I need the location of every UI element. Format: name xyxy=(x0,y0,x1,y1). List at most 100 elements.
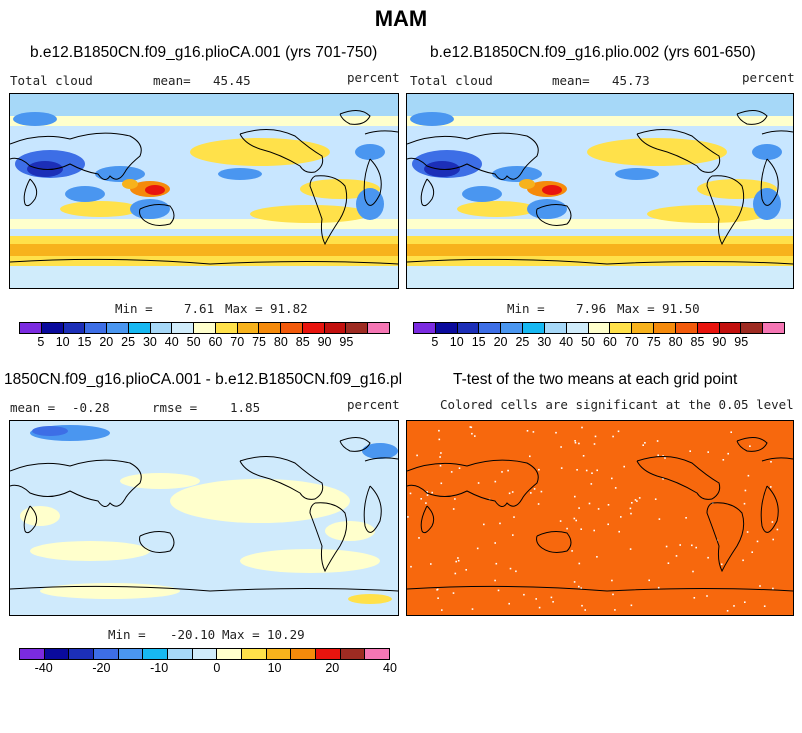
panel1-units: percent xyxy=(347,70,400,85)
ttest-nonsignificant-cell xyxy=(555,431,557,434)
ttest-nonsignificant-cell xyxy=(574,441,577,444)
panel2-title: b.e12.B1850CN.f09_g16.plio.002 (yrs 601-… xyxy=(430,44,756,61)
panel2-colorbar-box xyxy=(435,323,458,333)
panel4-title: T-test of the two means at each grid poi… xyxy=(453,371,738,388)
ttest-nonsignificant-cell xyxy=(578,507,580,509)
ttest-nonsignificant-cell xyxy=(634,499,637,501)
ttest-nonsignificant-cell xyxy=(578,562,581,565)
ttest-nonsignificant-cell xyxy=(507,469,509,472)
ttest-nonsignificant-cell xyxy=(585,469,588,472)
ttest-nonsignificant-cell xyxy=(593,443,596,445)
panel1-colorbar-tick: 15 xyxy=(77,335,92,349)
panel2-mean-value: 45.73 xyxy=(612,73,650,88)
ttest-nonsignificant-cell xyxy=(465,569,467,571)
ttest-nonsignificant-cell xyxy=(675,555,678,557)
panel1-colorbar-box xyxy=(194,323,216,333)
panel3-colorbar-box xyxy=(340,649,366,659)
panel2-colorbar-box xyxy=(414,323,436,333)
panel3-colorbar-box xyxy=(94,649,119,659)
ttest-nonsignificant-cell xyxy=(571,550,573,552)
ttest-nonsignificant-cell xyxy=(512,534,514,536)
panel1-colorbar-tick: 80 xyxy=(273,335,288,349)
panel3-colorbar-box xyxy=(168,649,193,659)
panel3-colorbar-box xyxy=(143,649,169,659)
ttest-nonsignificant-cell xyxy=(771,521,774,523)
ttest-nonsignificant-cell xyxy=(658,518,661,520)
panel2-colorbar-box xyxy=(675,323,698,333)
ttest-nonsignificant-cell xyxy=(695,546,697,549)
ttest-nonsignificant-cell xyxy=(770,486,772,488)
ttest-nonsignificant-cell xyxy=(438,438,441,441)
panel2-colorbar-tick: 15 xyxy=(471,335,486,349)
ttest-nonsignificant-cell xyxy=(513,516,515,518)
panel2-max-value: 91.50 xyxy=(662,301,700,316)
ttest-nonsignificant-cell xyxy=(730,431,732,433)
ttest-nonsignificant-cell xyxy=(530,492,532,494)
panel1-colorbar-tick: 70 xyxy=(230,335,245,349)
panel3-map-svg xyxy=(10,421,398,615)
panel1-colorbar-tick: 10 xyxy=(55,335,70,349)
ttest-nonsignificant-cell xyxy=(494,480,497,483)
panel2-min-label: Min = xyxy=(507,301,545,316)
panel3-colorbar-box xyxy=(242,649,267,659)
ttest-nonsignificant-cell xyxy=(526,430,529,432)
panel1-mean-value: 45.45 xyxy=(213,73,251,88)
ttest-nonsignificant-cell xyxy=(425,502,427,504)
ttest-nonsignificant-cell xyxy=(630,512,632,515)
panel3-rmse-label: rmse = xyxy=(152,400,198,415)
ttest-nonsignificant-cell xyxy=(733,605,735,607)
ttest-nonsignificant-cell xyxy=(420,498,422,500)
ttest-nonsignificant-cell xyxy=(693,597,696,599)
ttest-nonsignificant-cell xyxy=(744,489,747,492)
ttest-nonsignificant-cell xyxy=(499,522,501,525)
ttest-nonsignificant-cell xyxy=(538,606,541,609)
ttest-nonsignificant-cell xyxy=(550,596,553,599)
panel3-max-value: 10.29 xyxy=(267,627,305,642)
panel3-colorbar-tick: 0 xyxy=(213,661,221,675)
ttest-nonsignificant-cell xyxy=(691,544,693,547)
ttest-nonsignificant-cell xyxy=(582,455,585,457)
ttest-nonsignificant-cell xyxy=(770,461,772,463)
ttest-nonsignificant-cell xyxy=(476,547,479,550)
panel2-colorbar-box xyxy=(632,323,655,333)
ttest-nonsignificant-cell xyxy=(584,609,586,611)
panel1-colorbar-tick: 25 xyxy=(121,335,136,349)
ttest-nonsignificant-cell xyxy=(535,598,537,600)
ttest-nonsignificant-cell xyxy=(578,442,580,445)
ttest-nonsignificant-cell xyxy=(560,467,563,469)
ttest-nonsignificant-cell xyxy=(657,586,660,589)
panel3-mean-label: mean = xyxy=(10,400,56,415)
ttest-nonsignificant-cell xyxy=(471,432,473,435)
ttest-nonsignificant-cell xyxy=(537,503,540,505)
ttest-nonsignificant-cell xyxy=(742,559,744,562)
ttest-nonsignificant-cell xyxy=(454,572,457,575)
ttest-nonsignificant-cell xyxy=(426,494,429,496)
ttest-nonsignificant-cell xyxy=(477,482,480,484)
panel1-colorbar-box xyxy=(107,323,129,333)
panel1-colorbar xyxy=(19,322,390,334)
panel1-colorbar-box xyxy=(324,323,347,333)
ttest-nonsignificant-cell xyxy=(580,587,582,589)
ttest-nonsignificant-cell xyxy=(636,500,638,502)
ttest-nonsignificant-cell xyxy=(574,440,576,442)
ttest-nonsignificant-cell xyxy=(416,454,418,457)
panel2-colorbar-tick: 50 xyxy=(581,335,595,349)
ttest-nonsignificant-cell xyxy=(409,492,412,495)
ttest-nonsignificant-cell xyxy=(494,579,496,582)
ttest-nonsignificant-cell xyxy=(591,472,593,474)
ttest-nonsignificant-cell xyxy=(630,604,633,607)
panel1-colorbar-box xyxy=(302,323,325,333)
panel2-colorbar-box xyxy=(741,323,764,333)
panel2-colorbar-tick: 75 xyxy=(646,335,661,349)
panel1-colorbar-tick: 20 xyxy=(99,335,114,349)
panel1-colorbar-tick: 5 xyxy=(37,335,45,349)
panel4-map-svg xyxy=(407,421,793,615)
ttest-nonsignificant-cell xyxy=(607,523,609,526)
ttest-nonsignificant-cell xyxy=(707,556,709,559)
ttest-nonsignificant-cell xyxy=(508,492,511,495)
ttest-nonsignificant-cell xyxy=(614,487,617,489)
panel1-colorbar-box xyxy=(20,323,42,333)
ttest-nonsignificant-cell xyxy=(662,478,664,480)
panel1-max-value: 91.82 xyxy=(270,301,308,316)
ttest-nonsignificant-cell xyxy=(611,579,613,582)
